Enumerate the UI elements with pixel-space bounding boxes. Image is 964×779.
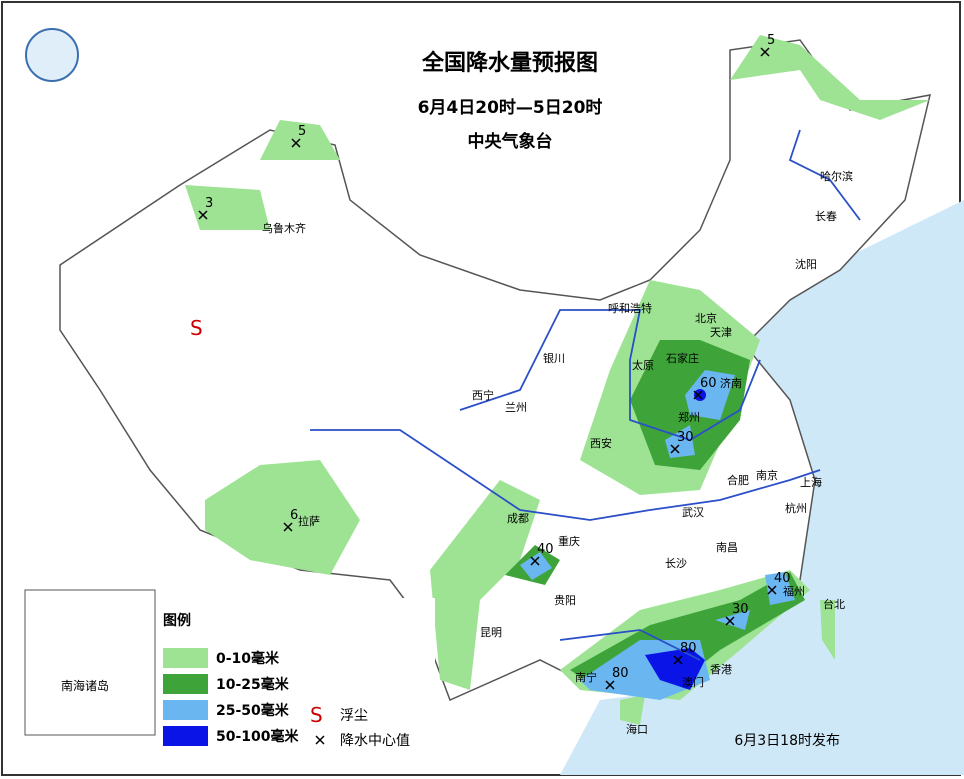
center-value: 30	[677, 430, 694, 445]
legend-label: 25-50毫米	[216, 702, 290, 719]
center-marker	[670, 444, 680, 454]
center-value: 40	[537, 542, 554, 557]
center-marker	[198, 210, 208, 220]
city-label: 台北	[823, 597, 845, 611]
legend-swatch	[163, 726, 208, 746]
city-label: 哈尔滨	[820, 169, 853, 183]
inset-label: 南海诸岛	[61, 678, 109, 693]
center-value: 3	[205, 196, 213, 211]
city-label: 长春	[815, 210, 837, 223]
title: 全国降水量预报图	[421, 50, 598, 76]
city-label: 西安	[590, 436, 612, 450]
city-label: 海口	[626, 722, 648, 736]
city-label: 武汉	[682, 506, 704, 519]
rivers	[310, 129, 861, 661]
center-marker	[291, 138, 301, 148]
legend-label: 50-100毫米	[216, 728, 300, 745]
city-label: 南京	[756, 468, 778, 482]
dust-marker: S	[190, 316, 203, 340]
center-value: 40	[774, 571, 791, 586]
city-label: 长沙	[665, 557, 687, 570]
city-label: 北京	[695, 311, 717, 325]
center-marker	[725, 616, 735, 626]
city-label: 昆明	[480, 626, 502, 639]
center-marker	[767, 585, 777, 595]
dust-symbol: S	[310, 703, 323, 727]
legend-swatch	[163, 648, 208, 668]
legend-label: 0-10毫米	[216, 650, 280, 667]
city-label: 成都	[507, 512, 529, 525]
center-marker	[673, 655, 683, 665]
city-label: 济南	[720, 376, 742, 390]
footer: 6月3日18时发布	[734, 733, 840, 749]
city-label: 兰州	[505, 401, 527, 414]
period: 6月4日20时—5日20时	[418, 98, 603, 118]
center-value: 6	[290, 508, 298, 523]
center-value: 80	[680, 641, 697, 656]
city-label: 香港	[710, 663, 732, 676]
city-label: 福州	[783, 584, 805, 598]
city-label: 西宁	[472, 388, 494, 402]
inset-box	[24, 589, 156, 736]
city-label: 乌鲁木齐	[262, 221, 306, 235]
legend-center: 降水中心值	[340, 733, 410, 749]
center-value: 60	[700, 376, 717, 391]
city-label: 南昌	[716, 541, 738, 554]
city-label: 重庆	[558, 534, 580, 548]
center-marker	[530, 556, 540, 566]
issuer: 中央气象台	[468, 131, 553, 152]
center-value: 5	[767, 33, 775, 48]
city-label: 合肥	[727, 473, 749, 487]
city-label: 澳门	[682, 675, 704, 689]
city-label: 呼和浩特	[608, 301, 652, 315]
center-value: 80	[612, 666, 629, 681]
city-label: 杭州	[785, 501, 807, 515]
center-marker	[605, 680, 615, 690]
city-label: 太原	[632, 359, 654, 372]
city-label: 贵阳	[554, 594, 576, 607]
city-label: 石家庄	[666, 351, 699, 365]
legend-label: 10-25毫米	[216, 676, 290, 693]
city-label: 南宁	[575, 670, 597, 684]
legend-x	[315, 735, 325, 745]
center-marker	[283, 522, 293, 532]
center-marker	[693, 390, 703, 400]
city-label: 沈阳	[795, 257, 817, 271]
legend-title: 图例	[163, 612, 191, 629]
legend-swatch	[163, 674, 208, 694]
city-label: 拉萨	[298, 514, 320, 528]
sea	[560, 200, 964, 775]
logo	[25, 28, 79, 82]
center-value: 30	[732, 602, 749, 617]
city-label: 上海	[800, 475, 822, 489]
legend-swatch	[163, 700, 208, 720]
city-label: 银川	[543, 351, 565, 365]
rain-50-100	[645, 389, 706, 690]
center-marker	[760, 47, 770, 57]
center-value: 5	[298, 124, 306, 139]
legend-dust: 浮尘	[340, 708, 368, 724]
city-label: 天津	[710, 326, 732, 339]
city-label: 郑州	[678, 410, 700, 424]
